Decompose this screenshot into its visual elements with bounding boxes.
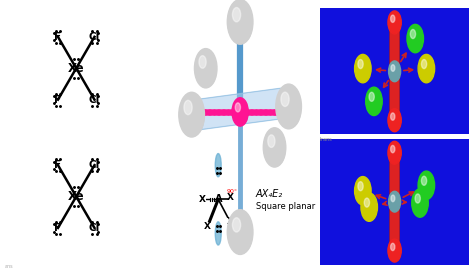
Circle shape <box>358 60 363 69</box>
Circle shape <box>355 177 371 205</box>
Ellipse shape <box>215 153 221 177</box>
Circle shape <box>368 91 382 115</box>
Circle shape <box>235 103 240 112</box>
Circle shape <box>182 98 204 136</box>
Text: AX₄E₂: AX₄E₂ <box>256 189 283 199</box>
Circle shape <box>421 176 427 185</box>
Text: F: F <box>55 160 62 170</box>
Circle shape <box>391 15 395 22</box>
Circle shape <box>390 194 401 212</box>
Circle shape <box>364 198 370 207</box>
Circle shape <box>388 11 401 34</box>
Circle shape <box>388 141 401 164</box>
Text: Xe: Xe <box>68 190 84 203</box>
Circle shape <box>366 87 382 115</box>
Text: ans: ans <box>5 263 13 269</box>
Circle shape <box>179 92 204 137</box>
Circle shape <box>230 5 252 43</box>
Circle shape <box>228 210 253 254</box>
Circle shape <box>388 109 401 132</box>
Circle shape <box>230 215 252 253</box>
Text: Cl: Cl <box>89 160 100 170</box>
Text: 90°: 90° <box>227 189 238 194</box>
Text: Xe: Xe <box>68 62 84 75</box>
Ellipse shape <box>215 222 221 245</box>
Circle shape <box>356 58 371 82</box>
Circle shape <box>268 135 275 147</box>
Text: Square planar: Square planar <box>256 202 315 210</box>
Text: trans: trans <box>320 137 333 142</box>
Circle shape <box>390 14 401 33</box>
Circle shape <box>279 90 301 128</box>
Circle shape <box>409 28 423 52</box>
Circle shape <box>361 193 377 221</box>
Circle shape <box>390 242 401 262</box>
Circle shape <box>263 128 286 167</box>
Circle shape <box>199 56 206 68</box>
Circle shape <box>418 171 435 200</box>
FancyBboxPatch shape <box>320 8 469 134</box>
Circle shape <box>420 175 434 199</box>
Circle shape <box>421 60 427 69</box>
Circle shape <box>232 218 241 232</box>
Circle shape <box>391 195 395 202</box>
Circle shape <box>391 113 395 120</box>
Circle shape <box>266 133 285 166</box>
Text: X: X <box>227 217 234 225</box>
Text: X: X <box>203 222 210 230</box>
FancyBboxPatch shape <box>390 72 400 114</box>
Circle shape <box>390 112 401 131</box>
Text: F: F <box>55 32 62 42</box>
Circle shape <box>281 92 289 106</box>
Circle shape <box>389 61 401 82</box>
Polygon shape <box>185 87 292 131</box>
Circle shape <box>390 144 401 164</box>
Circle shape <box>234 101 248 125</box>
Circle shape <box>410 29 416 38</box>
Text: F: F <box>55 223 62 233</box>
Text: X: X <box>227 193 233 201</box>
Circle shape <box>420 58 434 82</box>
Circle shape <box>363 197 377 221</box>
Circle shape <box>407 24 423 53</box>
Circle shape <box>391 243 395 251</box>
Circle shape <box>197 54 217 87</box>
Text: Cl: Cl <box>89 95 100 105</box>
Circle shape <box>232 98 248 126</box>
Circle shape <box>412 189 428 217</box>
Circle shape <box>414 192 428 216</box>
Circle shape <box>355 54 371 83</box>
Circle shape <box>388 239 401 262</box>
Circle shape <box>389 191 401 212</box>
Circle shape <box>391 65 395 71</box>
Circle shape <box>232 8 241 22</box>
FancyBboxPatch shape <box>320 139 469 265</box>
Text: F: F <box>55 95 62 105</box>
Circle shape <box>184 100 192 115</box>
FancyBboxPatch shape <box>390 159 400 201</box>
Circle shape <box>369 92 374 101</box>
Circle shape <box>415 194 420 203</box>
Circle shape <box>358 182 363 191</box>
Text: A: A <box>214 194 222 204</box>
Circle shape <box>356 180 371 204</box>
Text: Cl: Cl <box>89 32 100 42</box>
Circle shape <box>391 146 395 153</box>
Circle shape <box>276 84 301 129</box>
Circle shape <box>390 64 401 81</box>
FancyBboxPatch shape <box>390 202 400 245</box>
Circle shape <box>228 0 253 44</box>
Circle shape <box>418 54 435 83</box>
Text: X: X <box>199 195 206 204</box>
Text: Cl: Cl <box>89 223 100 233</box>
Circle shape <box>194 49 217 88</box>
FancyBboxPatch shape <box>390 28 400 71</box>
